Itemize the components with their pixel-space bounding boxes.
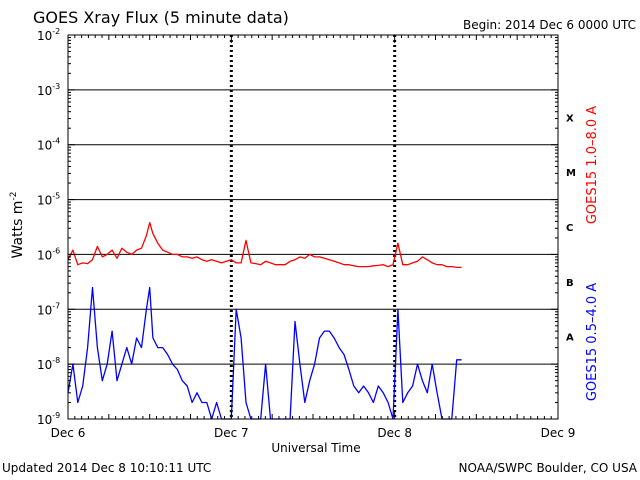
axis-ticks bbox=[67, 35, 559, 420]
flare-class-label: X bbox=[566, 113, 574, 124]
x-tick-labels: Dec 6 Dec 7 Dec 8 Dec 9 bbox=[51, 426, 576, 440]
series-line-short-channel bbox=[67, 286, 462, 420]
begin-label: Begin: 2014 Dec 6 0000 UTC bbox=[463, 18, 636, 32]
y-axis-label-text: Watts m bbox=[10, 201, 26, 259]
source-credit: NOAA/SWPC Boulder, CO USA bbox=[459, 461, 638, 475]
y-tick-label-exponent: -8 bbox=[52, 356, 60, 365]
updated-timestamp: Updated 2014 Dec 8 10:10:11 UTC bbox=[2, 461, 211, 475]
y-tick-label-base: 10 bbox=[37, 248, 52, 262]
chart-title: GOES Xray Flux (5 minute data) bbox=[33, 8, 289, 27]
y-tick-label-base: 10 bbox=[37, 139, 52, 153]
y-tick-label: 10-3 bbox=[37, 82, 60, 98]
y-tick-label-base: 10 bbox=[37, 29, 52, 43]
y-tick-label: 10-4 bbox=[37, 137, 60, 153]
series-lines bbox=[67, 221, 462, 420]
y-tick-label: 10-5 bbox=[37, 192, 60, 208]
x-tick-label: Dec 8 bbox=[377, 426, 412, 440]
svg-text:Watts m-2: Watts m-2 bbox=[9, 192, 26, 259]
legend-series-2: GOES15 0.5–4.0 A bbox=[585, 283, 600, 401]
y-tick-label: 10-8 bbox=[37, 356, 60, 372]
x-tick-label: Dec 7 bbox=[214, 426, 249, 440]
y-tick-label-base: 10 bbox=[37, 194, 52, 208]
y-tick-label-exponent: -3 bbox=[52, 82, 60, 91]
x-tick-label: Dec 9 bbox=[541, 426, 576, 440]
legend-series-1: GOES15 1.0–8.0 A bbox=[585, 106, 600, 224]
flare-class-label: A bbox=[566, 333, 574, 344]
y-tick-labels: 10-910-810-710-610-510-410-310-2 bbox=[37, 27, 60, 427]
y-tick-label-exponent: -4 bbox=[52, 137, 60, 146]
y-tick-label-base: 10 bbox=[37, 358, 52, 372]
legend-label-short-channel: GOES15 0.5–4.0 A bbox=[585, 283, 600, 401]
x-axis-label: Universal Time bbox=[271, 441, 360, 455]
flare-class-label: M bbox=[566, 168, 576, 179]
flare-class-labels: A B C M X bbox=[566, 113, 576, 343]
y-tick-label-exponent: -5 bbox=[52, 192, 60, 201]
y-tick-label-base: 10 bbox=[37, 303, 52, 317]
y-tick-label: 10-6 bbox=[37, 246, 60, 262]
x-tick-label: Dec 6 bbox=[51, 426, 86, 440]
flare-class-label: B bbox=[566, 278, 574, 289]
y-tick-label: 10-2 bbox=[37, 27, 60, 43]
series-line-long-channel bbox=[67, 221, 462, 269]
plot-frame bbox=[67, 34, 559, 420]
y-tick-label-exponent: -2 bbox=[52, 27, 60, 36]
y-tick-label-base: 10 bbox=[37, 413, 52, 427]
legend-label-long-channel: GOES15 1.0–8.0 A bbox=[585, 106, 600, 224]
flare-class-label: C bbox=[566, 223, 573, 234]
y-tick-label: 10-9 bbox=[37, 411, 60, 427]
y-tick-label-exponent: -7 bbox=[52, 301, 60, 310]
y-tick-label-base: 10 bbox=[37, 84, 52, 98]
grid-lines bbox=[68, 35, 558, 419]
y-axis-label: Watts m-2 bbox=[9, 192, 26, 259]
y-tick-label: 10-7 bbox=[37, 301, 60, 317]
y-tick-label-exponent: -6 bbox=[52, 246, 60, 255]
y-tick-label-exponent: -9 bbox=[52, 411, 60, 420]
y-axis-label-exponent: -2 bbox=[9, 192, 19, 201]
